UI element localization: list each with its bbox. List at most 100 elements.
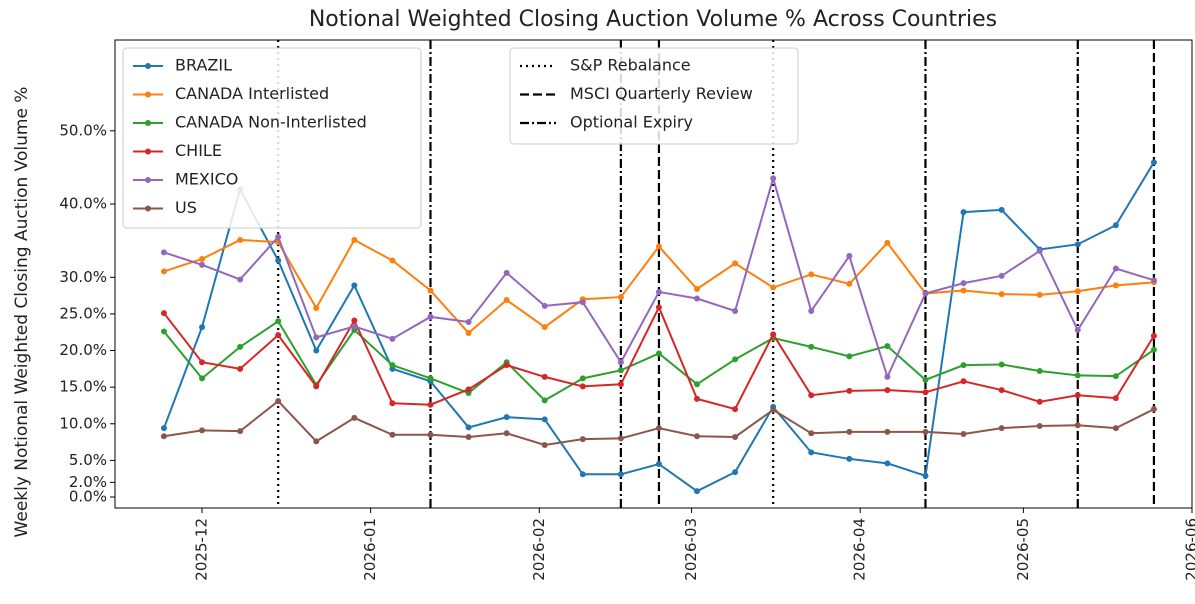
point [1112,282,1119,289]
point [655,304,662,311]
point [846,455,853,462]
point [1074,327,1081,334]
point [1150,277,1157,284]
legend-label: S&P Rebalance [570,56,691,75]
point [694,488,701,495]
point [1112,373,1119,380]
point [732,406,739,413]
point [1150,406,1157,413]
point [1074,392,1081,399]
point [465,386,472,393]
x-tick-label: 2026-01 [361,518,379,581]
x-tick-label: 2026-02 [530,518,548,581]
point [770,284,777,291]
point [922,472,929,479]
point [503,414,510,421]
point [160,328,167,335]
point [998,272,1005,279]
point [389,400,396,407]
legend-label: Optional Expiry [570,113,693,132]
point [655,461,662,468]
legend: S&P Rebalance MSCI Quarterly Review Option… [509,47,799,145]
point [579,299,586,306]
point [503,362,510,369]
chart-title: Notional Weighted Closing Auction Volume… [309,7,997,32]
y-tick-label: 20.0% [59,341,107,359]
point [770,406,777,413]
point [541,324,548,331]
point [998,425,1005,432]
point [694,433,701,440]
point [808,271,815,278]
point [617,471,624,478]
point [427,287,434,294]
legend-label: CANADA Interlisted [175,84,329,103]
legend-label: MSCI Quarterly Review [570,84,753,103]
point [694,395,701,402]
point [1112,425,1119,432]
point [617,367,624,374]
point [846,353,853,360]
point [275,234,282,241]
point [655,288,662,295]
point [808,430,815,437]
point [960,287,967,294]
point [389,431,396,438]
legend-marker [145,177,151,183]
point [1036,291,1043,298]
point [846,428,853,435]
point [960,280,967,287]
point [199,255,206,262]
point [199,427,206,434]
point [1150,346,1157,353]
point [884,460,891,467]
point [199,375,206,382]
point [922,428,929,435]
point [465,433,472,440]
legend-box [122,47,422,229]
point [351,317,358,324]
point [275,332,282,339]
point [503,269,510,276]
point [732,469,739,476]
point [960,431,967,438]
point [579,471,586,478]
point [998,291,1005,298]
point [313,347,320,354]
point [389,362,396,369]
point [808,343,815,350]
point [960,209,967,216]
x-tick-label: 2026-03 [682,518,700,581]
point [732,433,739,440]
point [275,398,282,405]
point [1036,398,1043,405]
point [1036,422,1043,429]
point [351,414,358,421]
point [351,236,358,243]
point [237,276,244,283]
y-tick-label: 30.0% [59,268,107,286]
point [275,318,282,325]
x-tick-label: 2026-05 [1014,518,1032,581]
point [160,268,167,275]
point [541,416,548,423]
point [617,381,624,388]
legend-label: CANADA Non-Interlisted [175,113,367,132]
point [1112,222,1119,229]
legend-label: US [175,198,197,217]
point [541,397,548,404]
point [503,430,510,437]
point [884,373,891,380]
point [808,392,815,399]
point [389,257,396,264]
point [922,290,929,297]
legend-label: CHILE [175,141,222,160]
legend-marker [145,91,151,98]
point [1074,422,1081,429]
point [427,313,434,320]
legend-marker [145,148,151,155]
legend-marker [145,120,151,126]
point [313,383,320,390]
point [1074,241,1081,248]
point [1074,372,1081,379]
